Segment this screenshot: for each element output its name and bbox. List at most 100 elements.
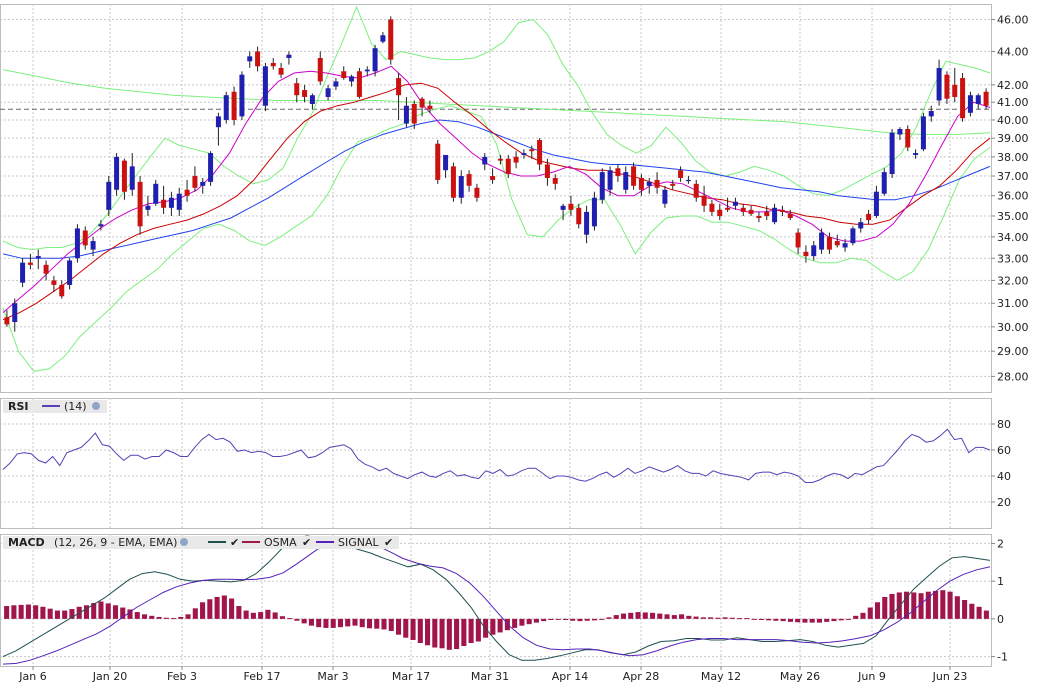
osma-bar: [308, 618, 314, 626]
candle-body: [748, 209, 754, 214]
osma-bar: [708, 617, 714, 619]
osma-bar: [417, 618, 423, 643]
osma-bar: [860, 612, 866, 619]
bollinger-lower-line: [2, 105, 991, 372]
candle-body: [51, 280, 57, 285]
candle-body: [161, 199, 167, 208]
osma-legend-label: OSMA: [264, 536, 297, 549]
osma-bar: [671, 615, 677, 619]
osma-bar: [388, 618, 394, 631]
candle-body: [192, 176, 198, 188]
osma-bar: [127, 609, 133, 619]
candle-body: [732, 201, 738, 206]
candle-body: [200, 181, 206, 186]
osma-bar: [599, 618, 605, 620]
osma-bar: [18, 604, 24, 619]
osma-bar: [744, 618, 750, 620]
osma-bar: [649, 612, 656, 619]
candle-body: [247, 56, 253, 62]
osma-bar: [969, 603, 975, 619]
candle-body: [184, 189, 190, 196]
candle-body: [114, 156, 120, 190]
candle-body: [913, 153, 919, 155]
osma-bar: [962, 600, 968, 619]
osma-bar: [512, 618, 518, 628]
x-tick-label: Mar 31: [471, 670, 509, 683]
osma-bar: [200, 602, 206, 619]
osma-bar: [287, 618, 293, 620]
candle-body: [866, 213, 872, 221]
osma-bar: [838, 618, 844, 621]
osma-bar: [91, 603, 97, 619]
osma-bar: [69, 609, 75, 619]
osma-bar: [134, 612, 140, 619]
candle-body: [975, 95, 981, 104]
y-tick-label: 38.00: [997, 151, 1029, 164]
candle-body: [521, 153, 527, 155]
candle-body: [529, 149, 535, 152]
candle-body: [693, 183, 699, 198]
candle-body: [897, 129, 903, 135]
candle-body: [43, 264, 49, 274]
candle-body: [607, 170, 613, 190]
macd-y-tick-label: -1: [997, 651, 1008, 664]
settings-icon: [92, 402, 100, 410]
osma-bar: [700, 617, 706, 619]
candle-body: [685, 179, 691, 182]
candle-body: [396, 78, 402, 96]
candle-body: [490, 176, 496, 180]
candle-body: [905, 129, 911, 148]
candle-body: [208, 153, 214, 182]
candle-body: [944, 74, 950, 99]
osma-bar: [591, 618, 598, 621]
candle-body: [255, 51, 261, 67]
candle-body: [435, 143, 441, 180]
candle-body: [309, 95, 315, 104]
osma-bar: [171, 618, 177, 620]
osma-bar: [947, 591, 953, 619]
candle-body: [623, 172, 629, 190]
candle-body: [701, 195, 707, 206]
candle-body: [881, 172, 887, 194]
candle-body: [153, 183, 159, 204]
osma-bar: [250, 612, 256, 619]
osma-bar: [976, 606, 982, 619]
osma-bar: [686, 615, 692, 619]
osma-bar: [845, 618, 852, 620]
candle-body: [35, 256, 41, 259]
osma-bar: [272, 612, 278, 619]
moving-average-magenta-line: [2, 65, 991, 313]
osma-bar: [983, 610, 989, 619]
moving-average-red-line: [2, 82, 991, 321]
osma-bar: [149, 615, 155, 619]
osma-bar: [192, 608, 198, 619]
y-tick-label: 40.00: [997, 114, 1029, 127]
osma-bar: [323, 618, 329, 628]
rsi-legend-label: RSI: [8, 400, 29, 413]
candle-body: [325, 88, 331, 97]
candle-body: [372, 48, 378, 72]
candle-body: [584, 211, 590, 235]
candle-body: [967, 95, 973, 113]
candle-body: [20, 262, 26, 283]
candle-body: [826, 236, 832, 250]
rsi-y-tick-label: 20: [997, 496, 1011, 509]
osma-bar: [4, 606, 10, 619]
candle-body: [544, 164, 550, 178]
candle-body: [678, 170, 684, 178]
candle-body: [90, 241, 96, 250]
candle-body: [764, 211, 770, 216]
candle-body: [59, 284, 65, 297]
macd-y-tick-label: 0: [997, 613, 1004, 626]
x-tick-label: Jun 9: [857, 670, 886, 683]
candle-body: [537, 140, 543, 165]
x-tick-label: Jan 20: [92, 670, 127, 683]
candle-body: [646, 181, 652, 186]
osma-bar: [83, 605, 89, 619]
osma-bar: [446, 618, 452, 650]
candle-body: [740, 207, 746, 212]
candle-body: [552, 177, 558, 184]
candle-body: [388, 19, 394, 60]
y-tick-label: 31.00: [997, 297, 1029, 310]
